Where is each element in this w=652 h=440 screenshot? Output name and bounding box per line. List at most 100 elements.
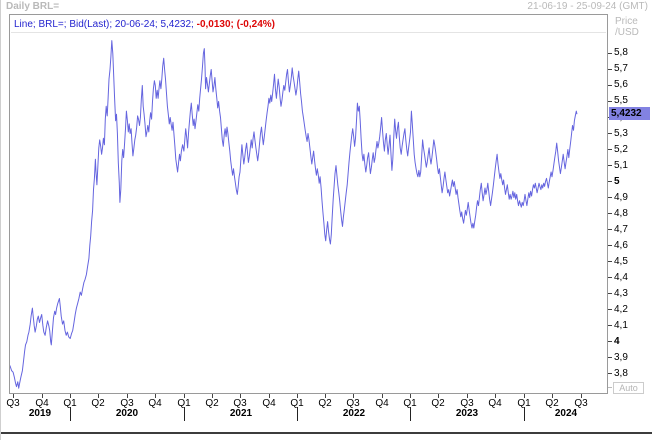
legend-series-text: Line; BRL=; Bid(Last); 20-06-24; 5,4232;	[14, 19, 194, 30]
year-label: 2022	[342, 408, 366, 419]
quarter-tick-dash	[382, 394, 383, 398]
year-label: 2019	[28, 408, 52, 419]
price-tick-label: 4,9	[614, 192, 628, 203]
price-tick-dash	[608, 357, 612, 358]
quarter-tick-dash	[438, 394, 439, 398]
quarter-tick-dash	[212, 394, 213, 398]
price-tick-label: 5	[614, 176, 620, 187]
quarter-label: Q3	[346, 398, 360, 409]
auto-scale-button[interactable]: Auto	[613, 382, 644, 394]
quarter-label: Q2	[431, 398, 445, 409]
price-tick-dash	[608, 213, 612, 214]
quarter-tick-dash	[240, 394, 241, 398]
price-tick-dash	[608, 245, 612, 246]
year-boundary-tick	[524, 407, 525, 421]
price-tick-dash	[608, 293, 612, 294]
price-tick-label: 5,3	[614, 128, 628, 139]
quarter-label: Q4	[375, 398, 389, 409]
year-label: 2023	[455, 408, 479, 419]
year-label: 2020	[115, 408, 139, 419]
window-bottom-divider	[1, 432, 652, 434]
price-tick-dash	[608, 261, 612, 262]
year-label: 2021	[229, 408, 253, 419]
price-tick-label: 5,6	[614, 79, 628, 90]
quarter-label: Q1	[290, 398, 304, 409]
quarter-tick-dash	[184, 394, 185, 398]
price-tick-dash	[608, 181, 612, 182]
price-tick-dash	[608, 373, 612, 374]
price-tick-label: 4,8	[614, 208, 628, 219]
quarter-tick-dash	[552, 394, 553, 398]
quarter-tick-dash	[297, 394, 298, 398]
quarter-label: Q2	[91, 398, 105, 409]
quarter-label: Q2	[545, 398, 559, 409]
price-tick-dash	[608, 277, 612, 278]
auto-tick-dash	[608, 387, 612, 388]
last-price-tag: 5,4232	[609, 107, 650, 120]
price-tick-dash	[608, 149, 612, 150]
price-tick-dash	[608, 53, 612, 54]
quarter-label: Q1	[177, 398, 191, 409]
quarter-label: Q4	[35, 398, 49, 409]
price-tick-label: 4,3	[614, 288, 628, 299]
price-line-chart[interactable]	[10, 15, 607, 393]
price-tick-label: 4,7	[614, 224, 628, 235]
quarter-tick-dash	[524, 394, 525, 398]
price-axis-unit-line2: /USD	[615, 27, 639, 38]
price-tick-label: 5,8	[614, 47, 628, 58]
price-tick-label: 3,9	[614, 352, 628, 363]
price-tick-label: 5,2	[614, 144, 628, 155]
date-range-label: 21-06-19 - 25-09-24 (GMT)	[527, 1, 648, 12]
quarter-label: Q4	[488, 398, 502, 409]
quarter-label: Q1	[403, 398, 417, 409]
quarter-tick-dash	[42, 394, 43, 398]
year-boundary-tick	[70, 407, 71, 421]
quarter-label: Q1	[517, 398, 531, 409]
price-tick-dash	[608, 341, 612, 342]
quarter-label: Q3	[6, 398, 20, 409]
quarter-tick-dash	[155, 394, 156, 398]
quarter-label: Q3	[233, 398, 247, 409]
price-tick-dash	[608, 101, 612, 102]
quarter-label: Q1	[63, 398, 77, 409]
price-tick-dash	[608, 69, 612, 70]
quarter-tick-dash	[467, 394, 468, 398]
price-tick-dash	[608, 197, 612, 198]
chart-title: Daily BRL=	[6, 1, 60, 12]
price-axis-unit-line1: Price	[615, 16, 638, 27]
year-boundary-tick	[297, 407, 298, 421]
price-tick-label: 5,7	[614, 63, 628, 74]
price-tick-label: 4	[614, 336, 620, 347]
quarter-label: Q3	[460, 398, 474, 409]
price-tick-label: 4,2	[614, 304, 628, 315]
price-line	[10, 40, 578, 389]
quarter-label: Q3	[120, 398, 134, 409]
plot-area[interactable]: Line; BRL=; Bid(Last); 20-06-24; 5,4232;…	[9, 14, 608, 394]
quarter-tick-dash	[581, 394, 582, 398]
quarter-tick-dash	[13, 394, 14, 398]
quarter-tick-dash	[495, 394, 496, 398]
quarter-tick-dash	[98, 394, 99, 398]
year-boundary-tick	[184, 407, 185, 421]
price-tick-label: 4,4	[614, 272, 628, 283]
year-label: 2024	[554, 408, 578, 419]
price-tick-dash	[608, 229, 612, 230]
quarter-tick-dash	[410, 394, 411, 398]
legend-change-text: -0,0130; (-0,24%)	[196, 19, 275, 30]
year-boundary-tick	[410, 407, 411, 421]
price-tick-label: 4,6	[614, 240, 628, 251]
price-tick-label: 3,8	[614, 368, 628, 379]
price-tick-dash	[608, 165, 612, 166]
price-tick-label: 5,5	[614, 95, 628, 106]
price-tick-label: 4,5	[614, 256, 628, 267]
quarter-label: Q4	[148, 398, 162, 409]
price-tick-label: 4,1	[614, 320, 628, 331]
quarter-label: Q3	[574, 398, 588, 409]
price-tick-dash	[608, 85, 612, 86]
price-tick-dash	[608, 309, 612, 310]
quarter-tick-dash	[269, 394, 270, 398]
quarter-tick-dash	[70, 394, 71, 398]
series-legend: Line; BRL=; Bid(Last); 20-06-24; 5,4232;…	[11, 16, 606, 33]
quarter-label: Q2	[205, 398, 219, 409]
quarter-label: Q2	[318, 398, 332, 409]
